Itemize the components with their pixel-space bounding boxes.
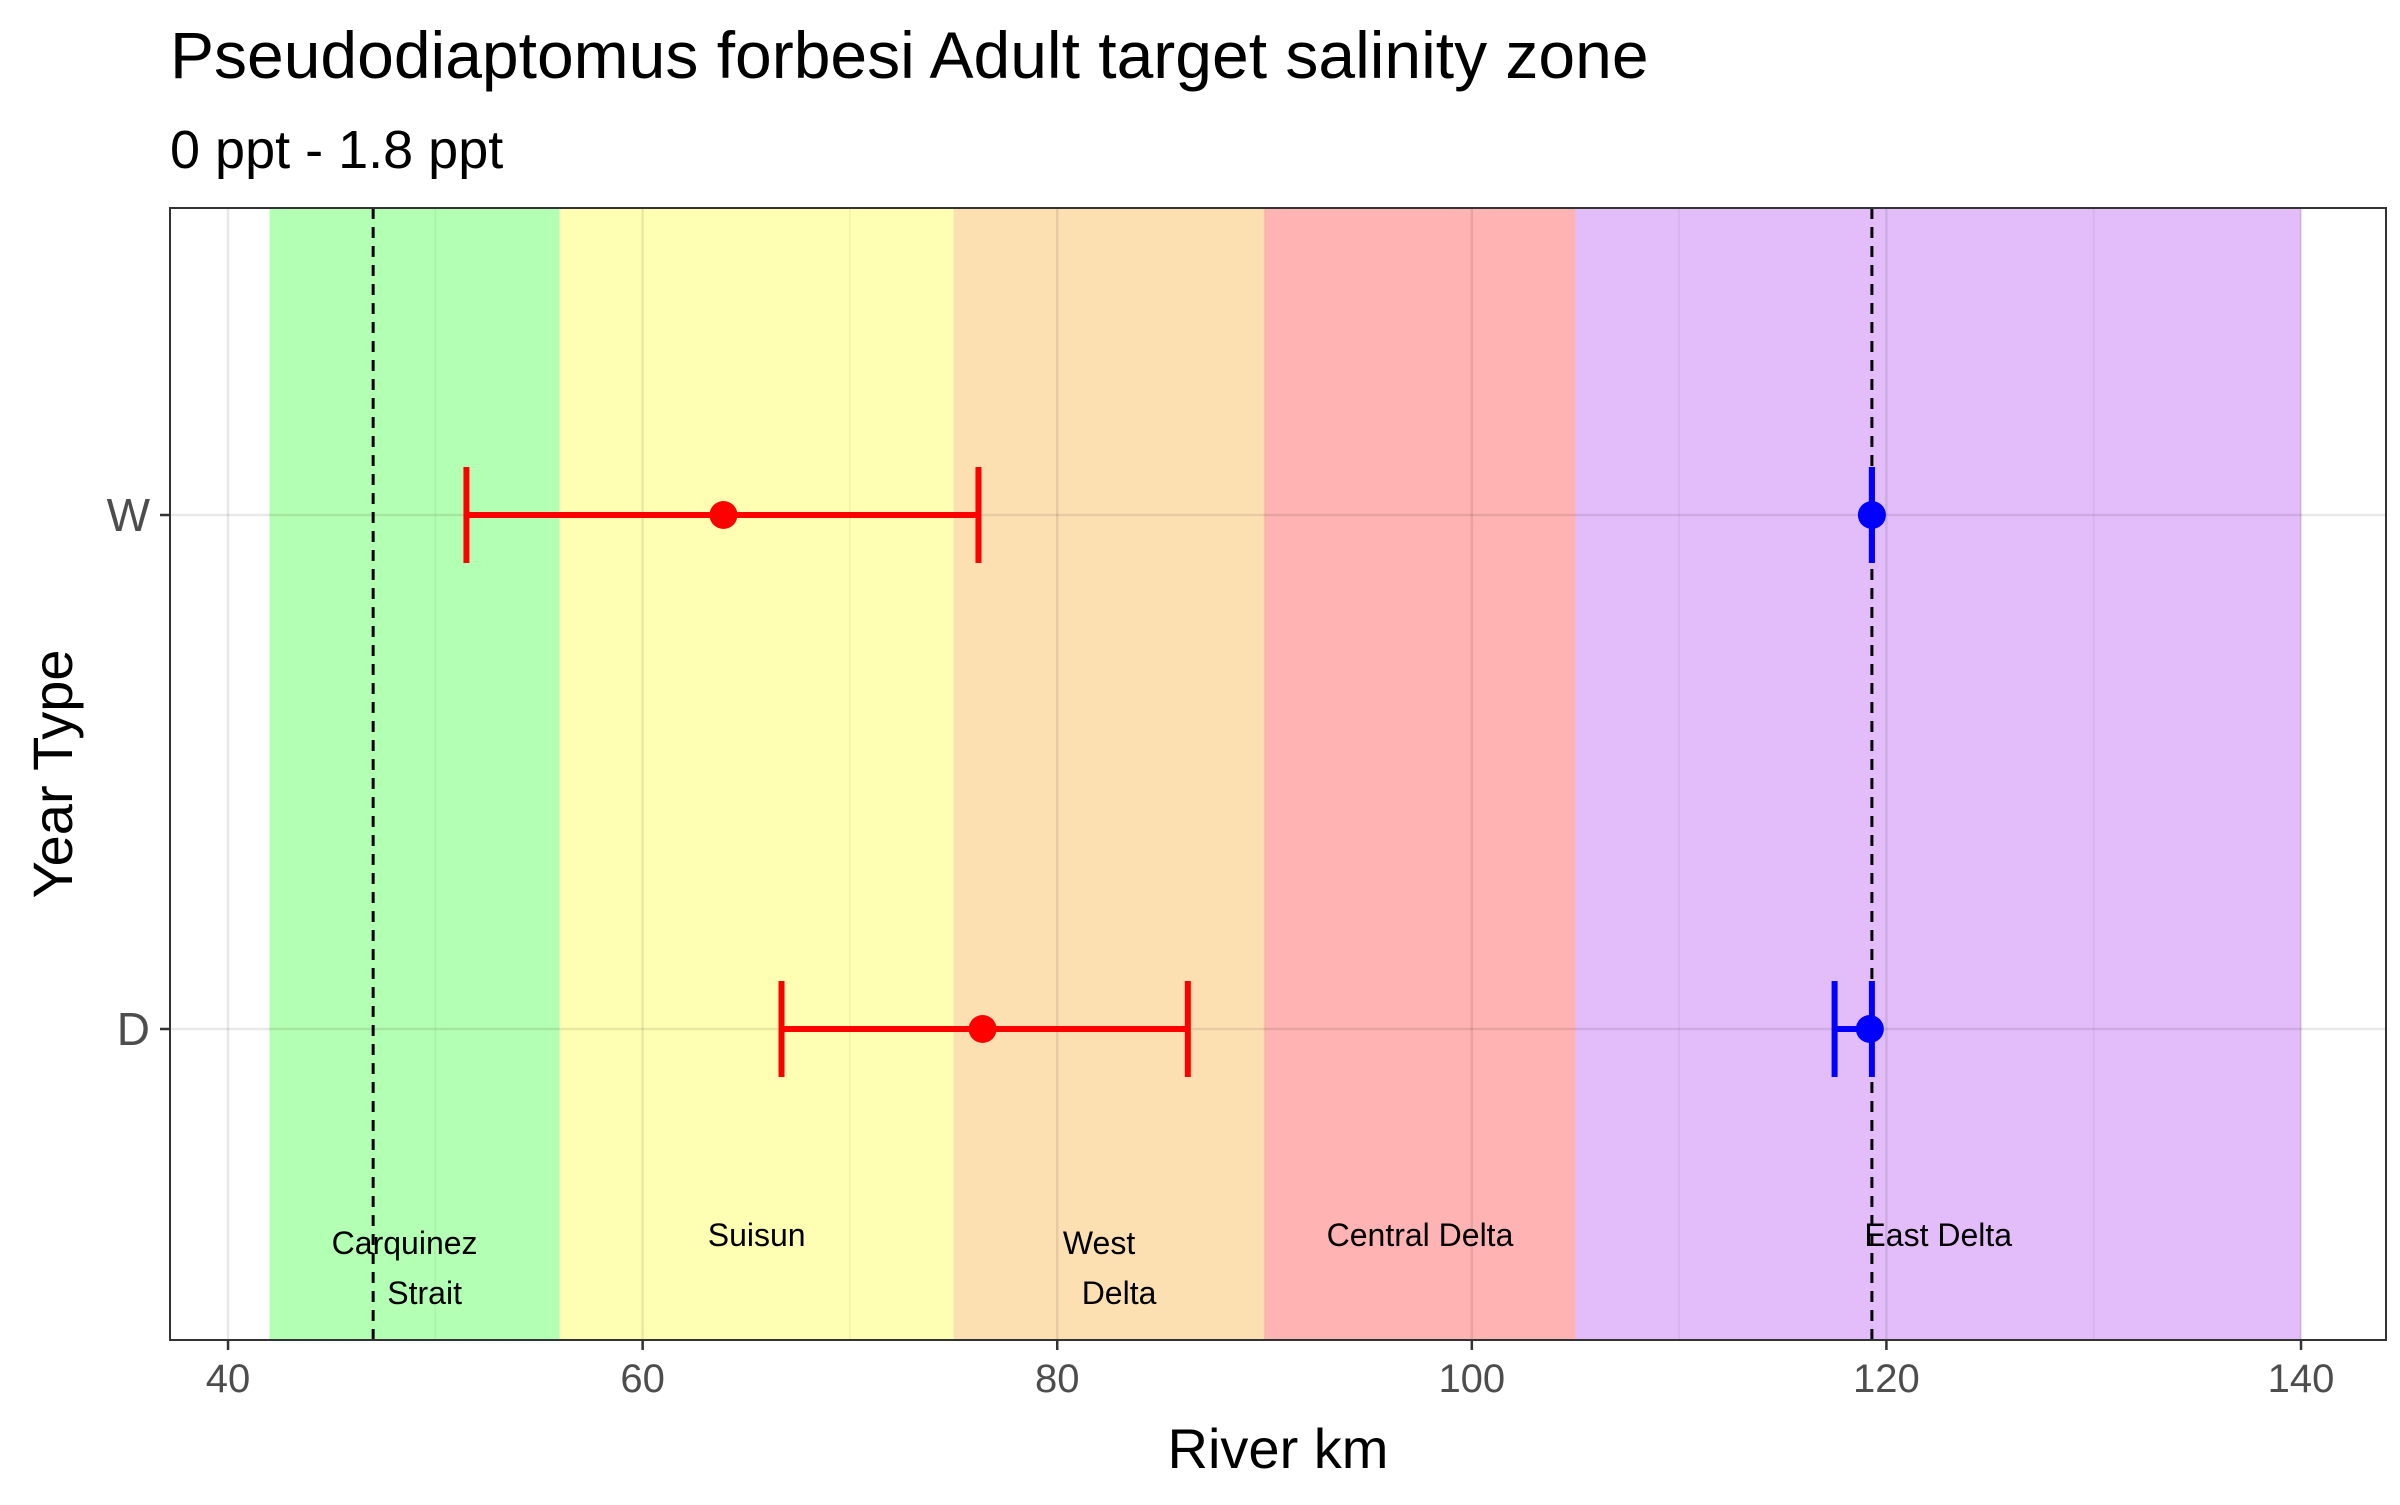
grid-layer [170, 208, 2386, 1340]
x-tick-label: 140 [2268, 1357, 2335, 1401]
data-point [1855, 1015, 1884, 1043]
region-label: East Delta [1864, 1217, 2012, 1253]
region-band [1575, 208, 2302, 1340]
y-tick-label: D [117, 1003, 150, 1055]
x-axis-label: River km [1168, 1417, 1389, 1480]
x-tick-label: 60 [620, 1357, 665, 1401]
series-layer [463, 467, 1886, 1077]
data-point-group [1857, 467, 1886, 563]
region-label: Suisun [708, 1217, 806, 1253]
panel-border [169, 207, 2387, 1341]
data-point [1857, 501, 1886, 529]
data-point-group [778, 981, 1191, 1077]
region-label-layer: Carquinez Strait Suisun West Delta Central De… [332, 1217, 2013, 1311]
region-band [559, 208, 954, 1340]
data-point-group [1831, 981, 1884, 1077]
axis-layer: 40 60 80 100 120 140 D W [107, 489, 2335, 1401]
region-label: West [1063, 1225, 1135, 1261]
chart-subtitle: 0 ppt - 1.8 ppt [170, 120, 503, 180]
data-point [968, 1015, 997, 1043]
y-tick-label: W [107, 489, 151, 541]
region-band [953, 208, 1265, 1340]
data-point-group [463, 467, 982, 563]
region-band [269, 208, 560, 1340]
region-band [1264, 208, 1576, 1340]
data-point [709, 501, 738, 529]
chart-title: Pseudodiaptomus forbesi Adult target sal… [170, 18, 1649, 92]
region-label: Delta [1082, 1275, 1157, 1311]
region-label: Strait [387, 1275, 462, 1311]
region-label: Carquinez [332, 1225, 478, 1261]
region-label: Central Delta [1327, 1217, 1514, 1253]
x-tick-label: 40 [206, 1357, 251, 1401]
x-tick-label: 100 [1438, 1357, 1505, 1401]
x-tick-label: 80 [1035, 1357, 1080, 1401]
regions-layer [269, 208, 2302, 1340]
x-tick-label: 120 [1853, 1357, 1920, 1401]
y-axis-label: Year Type [21, 649, 84, 898]
